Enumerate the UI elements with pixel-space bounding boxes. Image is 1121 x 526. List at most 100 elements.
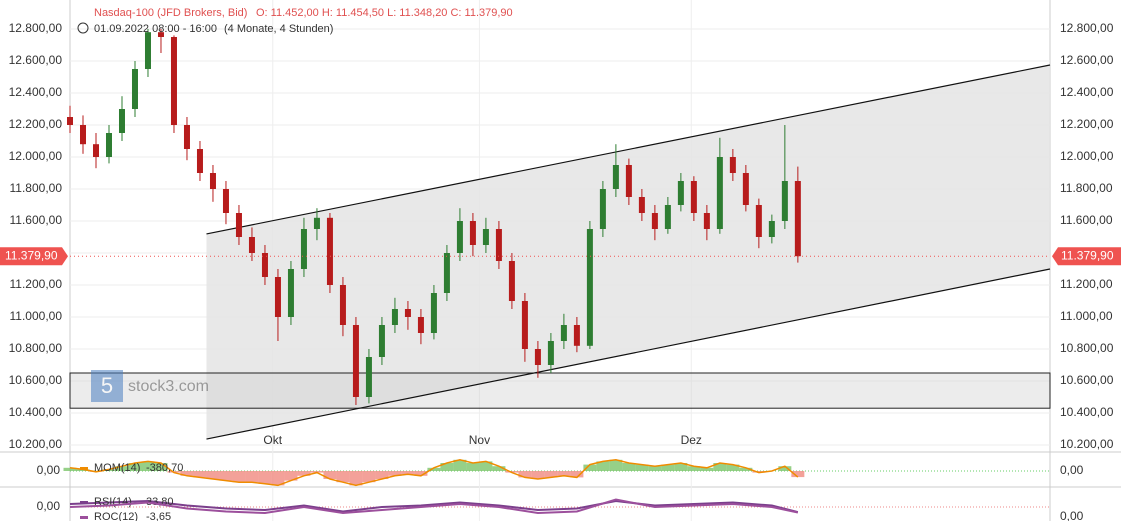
y-tick-label-right: 10.800,00	[1060, 341, 1114, 355]
candle-body	[313, 217, 320, 229]
candle-body	[469, 221, 476, 245]
mom-bar	[427, 467, 441, 471]
watermark-text: stock3.com	[128, 378, 209, 395]
mom-bar	[778, 466, 792, 471]
mom-bar	[193, 471, 207, 478]
candle-body	[339, 285, 346, 325]
candle-body	[599, 189, 606, 229]
x-tick-label: Nov	[469, 433, 490, 447]
zone	[69, 372, 1051, 409]
candle-body	[287, 269, 294, 317]
watermark: 5 stock3.com	[91, 370, 209, 402]
y-tick-label-right: 10.400,00	[1060, 405, 1114, 419]
candle-body	[404, 309, 411, 317]
candle-body	[716, 157, 723, 229]
x-tick-label: Dez	[681, 433, 702, 447]
period: (4 Monate, 4 Stunden)	[224, 23, 333, 35]
mom-bar	[739, 467, 753, 471]
y-tick-label-right: 12.600,00	[1060, 53, 1114, 67]
y-tick-label-right: 11.800,00	[1060, 181, 1113, 195]
osc-line	[69, 498, 799, 515]
mom-bar	[518, 471, 532, 478]
mom-bar	[661, 464, 675, 471]
y-tick-label: 10.200,00	[9, 437, 63, 451]
candle-body	[378, 325, 385, 357]
mom-bar	[115, 466, 129, 471]
mom-bar	[414, 471, 428, 476]
mom-bar	[713, 463, 727, 471]
mom-bar	[323, 471, 337, 479]
title: Nasdaq-100 (JFD Brokers, Bid)	[94, 7, 247, 19]
mom-bar	[245, 471, 259, 483]
y-tick-label: 12.600,00	[9, 53, 63, 67]
mom-bar	[492, 466, 506, 471]
candle-body	[690, 181, 697, 213]
watermark-digit: 5	[101, 373, 113, 398]
candle-body	[651, 213, 658, 229]
candle-body	[755, 205, 762, 237]
mom-bar	[206, 471, 220, 479]
y-tick-label-right: 10.600,00	[1060, 373, 1114, 387]
candle-body	[456, 221, 463, 253]
mom-bar	[63, 467, 77, 471]
osc-line	[69, 499, 799, 514]
candle-body	[560, 325, 567, 341]
candle-body	[105, 133, 112, 157]
y-tick-label-right: 10.200,00	[1060, 437, 1114, 451]
price-badge-label: 11.379,90	[1061, 248, 1114, 262]
mom-bar	[128, 463, 142, 471]
candle-body	[495, 229, 502, 261]
mom-line	[69, 459, 799, 487]
y-tick-label-right: 12.200,00	[1060, 117, 1114, 131]
zero-label-right: 0,00	[1060, 463, 1084, 477]
trend-line	[206, 64, 1051, 235]
clock-icon	[77, 22, 89, 34]
mom-bar	[102, 469, 116, 471]
price-badge	[0, 247, 68, 266]
candle-body	[261, 253, 268, 277]
candle-body	[118, 109, 125, 133]
candle-body	[92, 144, 99, 157]
candle-body	[573, 325, 580, 346]
candle-body	[196, 149, 203, 173]
candle-body	[430, 293, 437, 333]
mom-bar	[791, 471, 805, 478]
mom-bar	[297, 471, 311, 476]
y-tick-label: 12.000,00	[9, 149, 63, 163]
candle-body	[274, 277, 281, 317]
candle-body	[586, 229, 593, 346]
mom-bar	[440, 463, 454, 471]
candle-body	[209, 173, 216, 189]
mom-bar	[531, 471, 545, 479]
candle-body	[365, 357, 372, 397]
watermark-logo	[91, 370, 123, 402]
y-tick-label: 10.800,00	[9, 341, 63, 355]
mom-bar	[570, 471, 584, 478]
mom-bar	[219, 471, 233, 481]
mom-bar	[609, 459, 623, 471]
y-tick-label-right: 11.600,00	[1060, 213, 1113, 227]
mom-bar	[453, 459, 467, 471]
candle-body	[612, 165, 619, 189]
mom-bar	[466, 463, 480, 471]
zero-label-right: 0,00	[1060, 509, 1084, 521]
y-tick-label-right: 11.000,00	[1060, 309, 1113, 323]
candle-body	[417, 317, 424, 333]
candle-body	[131, 69, 138, 109]
candle-body	[300, 229, 307, 269]
mom-bar	[557, 471, 571, 476]
candle-body	[781, 181, 788, 221]
legend-label: MOM(14)	[94, 462, 140, 474]
ohlc: O: 11.452,00 H: 11.454,50 L: 11.348,20 C…	[256, 7, 513, 19]
legend-label: ROC(12)	[94, 511, 138, 521]
y-tick-label: 11.200,00	[10, 277, 63, 291]
candle-body	[547, 341, 554, 365]
header: Nasdaq-100 (JFD Brokers, Bid) O: 11.452,…	[77, 7, 513, 35]
candle-body	[742, 173, 749, 205]
candle-body	[638, 197, 645, 213]
mom-bar	[258, 471, 272, 484]
mom-bar	[362, 471, 376, 483]
y-tick-label: 12.800,00	[9, 21, 63, 35]
legend-swatch	[80, 516, 88, 519]
